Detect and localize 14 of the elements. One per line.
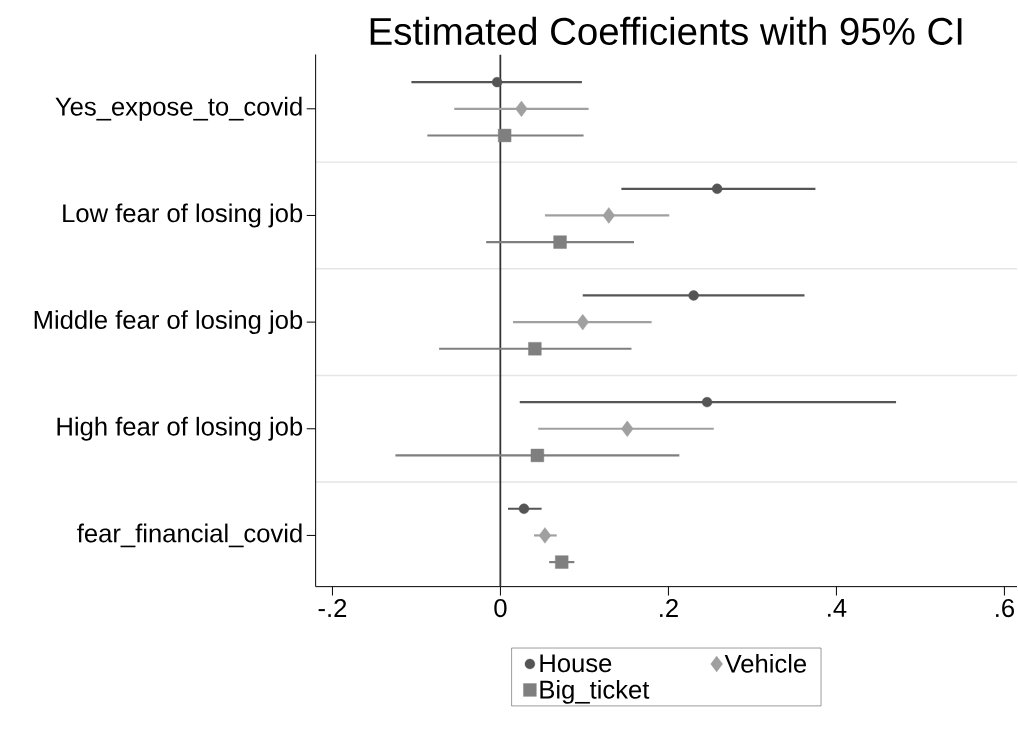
y-tick-label: Yes_expose_to_covid [55, 96, 302, 121]
x-tick-label: 0 [494, 599, 507, 618]
chart-title: Estimated Coefficients with 95% CI [370, 16, 962, 46]
legend-label: Big_ticket [540, 679, 650, 704]
y-tick-label: Middle fear of losing job [34, 310, 303, 335]
legend-label: House [540, 654, 612, 673]
legend-label: Vehicle [724, 653, 807, 673]
x-tick-label: .6 [996, 599, 1014, 618]
x-tick-label: .4 [828, 599, 847, 617]
y-tick-label: Low fear of losing job [63, 203, 303, 228]
x-tick-label: -.2 [318, 599, 347, 617]
y-tick-label: High fear of losing job [57, 416, 303, 441]
x-tick-label: .2 [660, 599, 678, 617]
y-tick-label: fear_financial_covid [77, 523, 302, 548]
